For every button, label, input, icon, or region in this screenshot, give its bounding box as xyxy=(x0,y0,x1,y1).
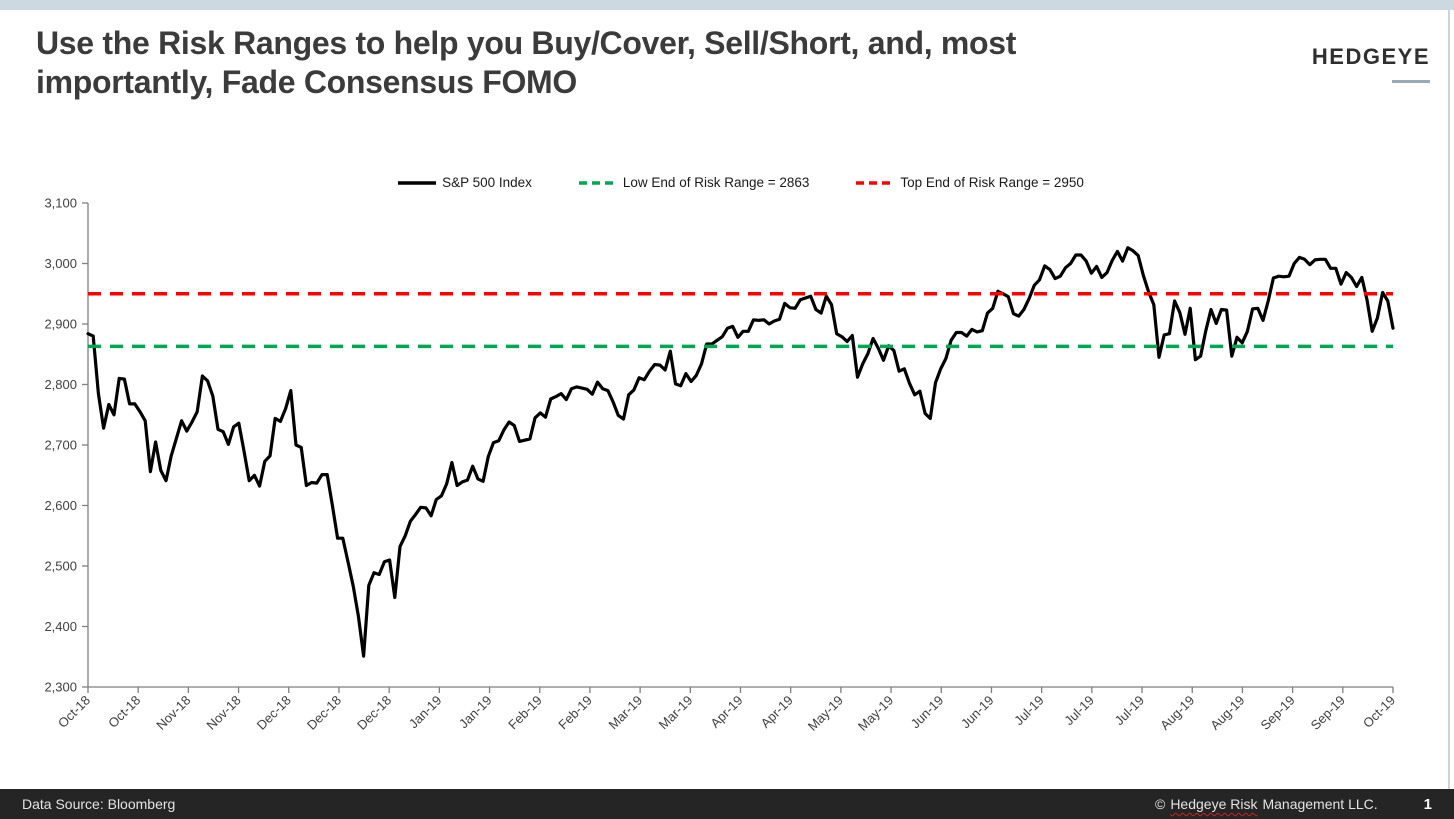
x-tick-label: May-19 xyxy=(805,693,846,734)
x-tick-label: Nov-18 xyxy=(203,693,243,733)
x-tick-label: Oct-19 xyxy=(1360,693,1398,731)
page-title-line2: importantly, Fade Consensus FOMO xyxy=(36,64,577,100)
low-risk-range-swatch xyxy=(578,179,618,187)
footer-right-group: © Hedgeye Risk Management LLC. 1 xyxy=(1155,796,1432,813)
x-tick-label: Dec-18 xyxy=(254,693,294,733)
sp500-risk-range-chart: 2,300 2,400 2,500 2,600 2,700 2,800 2,900 3,000… xyxy=(44,196,1398,734)
copyright-company-name: Hedgeye Risk xyxy=(1170,796,1258,812)
legend-item-sp500: S&P 500 Index xyxy=(397,175,532,190)
page-number: 1 xyxy=(1423,795,1432,813)
axis-lines xyxy=(87,203,1393,688)
x-tick-label: Jun-19 xyxy=(958,693,997,732)
x-tick-label: Apr-19 xyxy=(707,693,745,731)
legend-item-top-risk-range: Top End of Risk Range = 2950 xyxy=(855,175,1084,190)
x-tick-label: Mar-19 xyxy=(606,693,646,733)
page-title: Use the Risk Ranges to help you Buy/Cove… xyxy=(36,24,1016,102)
x-tick-label: May-19 xyxy=(855,693,896,734)
x-tick-label: Jan-19 xyxy=(406,693,445,732)
y-tick-label: 3,000 xyxy=(44,256,77,271)
x-tick-label: Jul-19 xyxy=(1011,693,1047,729)
x-tick-label: Jun-19 xyxy=(908,693,947,732)
copyright-suffix: Management LLC. xyxy=(1262,796,1378,812)
x-tick-label: Mar-19 xyxy=(656,693,696,733)
page-title-line1: Use the Risk Ranges to help you Buy/Cove… xyxy=(36,25,1017,61)
legend-label-low-risk-range: Low End of Risk Range = 2863 xyxy=(622,175,810,190)
legend-item-low-risk-range: Low End of Risk Range = 2863 xyxy=(578,175,810,190)
x-tick-label: Sep-19 xyxy=(1308,693,1348,733)
x-tick-label: Sep-19 xyxy=(1257,693,1297,733)
x-tick-label: Aug-19 xyxy=(1157,693,1197,733)
y-tick-label: 2,300 xyxy=(44,680,77,695)
x-tick-label: Jan-19 xyxy=(456,693,495,732)
x-tick-label: Dec-18 xyxy=(354,693,394,733)
legend-label-sp500: S&P 500 Index xyxy=(442,175,532,190)
x-tick-label: Apr-19 xyxy=(758,693,796,731)
brand-underline-divider xyxy=(1392,80,1430,83)
x-tick-label: Dec-18 xyxy=(304,693,344,733)
y-tick-label: 2,600 xyxy=(44,498,77,513)
sp500-line xyxy=(86,246,1395,658)
x-tick-label: Feb-19 xyxy=(505,693,545,733)
y-tick-label: 2,900 xyxy=(44,317,77,332)
x-tick-label: Nov-18 xyxy=(153,693,193,733)
copyright-symbol: © xyxy=(1154,796,1166,812)
y-tick-label: 3,100 xyxy=(44,196,77,211)
x-tick-label: Jul-19 xyxy=(1112,693,1148,729)
y-tick-label: 2,400 xyxy=(44,619,77,634)
y-tick-label: 2,500 xyxy=(44,559,77,574)
y-tick-label: 2,700 xyxy=(44,438,77,453)
x-tick-label: Jul-19 xyxy=(1061,693,1097,729)
legend-label-top-risk-range: Top End of Risk Range = 2950 xyxy=(900,175,1084,190)
x-tick-label: Oct-18 xyxy=(55,693,93,731)
footer-bar: Data Source: Bloomberg © Hedgeye Risk Ma… xyxy=(0,789,1454,819)
x-tick-label: Oct-18 xyxy=(105,693,143,731)
x-tick-label: Feb-19 xyxy=(555,693,595,733)
sp500-line-swatch xyxy=(397,179,437,187)
data-source-label: Data Source: Bloomberg xyxy=(22,796,176,812)
top-accent-bar xyxy=(0,0,1454,10)
y-tick-label: 2,800 xyxy=(44,377,77,392)
chart-legend: S&P 500 Index Low End of Risk Range = 28… xyxy=(88,175,1393,190)
hedgeye-logo: HEDGEYE xyxy=(1311,44,1430,69)
right-edge-divider xyxy=(1448,10,1450,789)
brand-block: HEDGEYE xyxy=(1312,44,1430,88)
top-risk-range-swatch xyxy=(855,179,895,187)
x-tick-label: Aug-19 xyxy=(1207,693,1247,733)
